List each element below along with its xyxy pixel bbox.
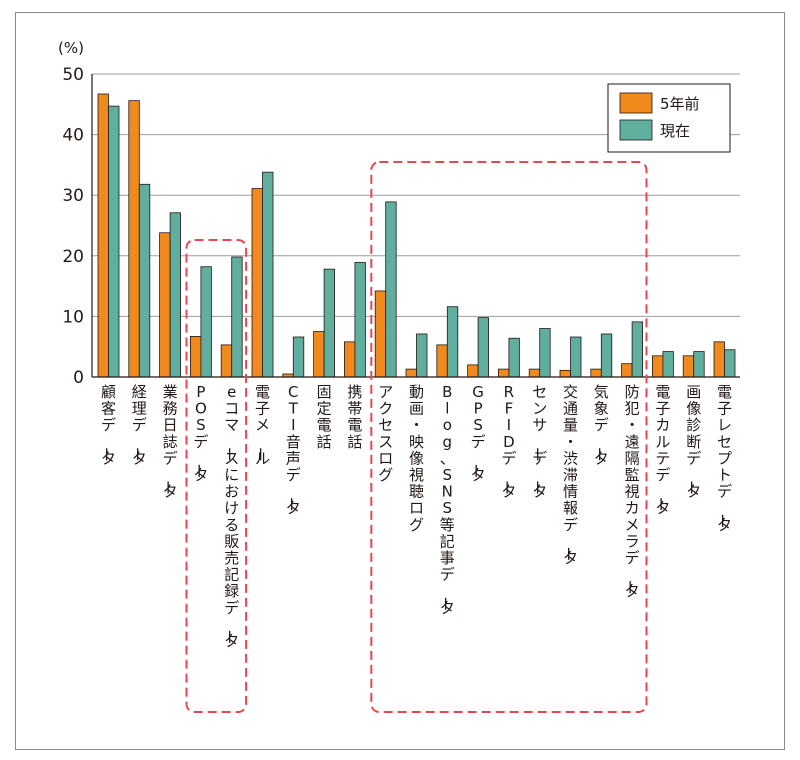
bar-previous-17 (621, 363, 633, 378)
bar-current-13 (508, 337, 520, 378)
bar-previous-1 (128, 100, 140, 378)
bar-previous-10 (405, 368, 417, 378)
category-label: 電子レセプトデータ (713, 383, 732, 534)
bar-current-14 (539, 328, 551, 378)
bar-current-18 (662, 351, 674, 378)
highlight-boxes (185, 161, 648, 713)
legend: 5年前 現在 (607, 83, 731, 153)
y-tick-label: 50 (62, 65, 84, 85)
category-label: 携帯電話 (347, 383, 362, 451)
category-label: 動画・映像視聴ログ (409, 383, 424, 534)
y-axis-unit: (%) (58, 39, 84, 57)
bar-previous-13 (497, 368, 510, 378)
bar-current-8 (354, 262, 366, 378)
highlight-box-1 (185, 239, 248, 713)
bar-previous-19 (682, 355, 695, 378)
y-tick-label: 20 (62, 247, 84, 267)
bar-current-15 (570, 336, 582, 378)
bar-previous-4 (220, 344, 233, 378)
bar-current-5 (262, 171, 274, 378)
bar-current-6 (292, 336, 305, 378)
category-label: 固定電話 (317, 383, 332, 451)
y-tick-label: 40 (62, 126, 84, 146)
highlight-box-2 (370, 161, 648, 713)
category-label: 防犯・遠隔監視カメラデータ (621, 383, 640, 600)
bar-current-2 (169, 212, 182, 378)
bar-current-10 (416, 333, 428, 378)
category-label: センサーデータ (528, 383, 547, 501)
bar-previous-11 (436, 344, 448, 378)
bar-current-9 (385, 201, 397, 378)
bar-previous-9 (374, 290, 387, 378)
y-tick-label: 10 (62, 307, 84, 327)
bar-previous-2 (159, 232, 171, 378)
bar-current-4 (231, 256, 243, 378)
category-label: 電子メール (251, 383, 270, 467)
category-label: 電子カルテデータ (651, 383, 670, 517)
category-label: 経理データ (128, 383, 147, 467)
bar-current-17 (631, 321, 643, 378)
bar-previous-18 (652, 355, 664, 378)
legend-swatch-genzai (619, 119, 653, 141)
legend-swatch-5nenmae (619, 92, 653, 114)
bar-previous-16 (590, 368, 602, 378)
y-tick-label: 0 (73, 368, 84, 388)
bar-previous-14 (528, 368, 541, 378)
category-label: 気象データ (590, 383, 609, 467)
bar-previous-15 (559, 369, 571, 378)
category-label: e コマースにおける販売記録データ (220, 383, 239, 650)
y-axis-ticks: 0 10 20 30 40 50 (62, 65, 84, 388)
bar-previous-3 (189, 335, 202, 378)
bar-current-7 (323, 268, 336, 378)
category-label: G P S データ (467, 383, 486, 484)
bar-current-3 (200, 266, 212, 378)
bar-previous-7 (313, 331, 325, 378)
category-label: C T I 音声データ (282, 383, 301, 517)
bar-current-19 (693, 351, 705, 378)
category-label: 画像診断データ (682, 383, 701, 501)
legend-label-genzai: 現在 (660, 122, 690, 140)
bar-current-20 (724, 349, 736, 378)
bar-current-12 (477, 317, 490, 378)
category-label: 交通量・渋滞情報データ (559, 383, 578, 567)
category-label: アクセスログ (378, 383, 393, 484)
bar-previous-5 (251, 188, 263, 378)
bar-current-1 (138, 183, 151, 378)
category-label: P O S データ (189, 383, 208, 484)
legend-label-5nenmae: 5年前 (660, 95, 700, 113)
category-label: R F I D データ (497, 383, 516, 501)
bar-current-16 (600, 333, 613, 378)
category-label: 業務日誌データ (159, 383, 178, 501)
bar-previous-8 (343, 341, 356, 378)
y-tick-label: 30 (62, 186, 84, 206)
bar-previous-0 (97, 93, 109, 378)
bar-previous-20 (713, 341, 725, 378)
bar-current-0 (108, 105, 120, 378)
gridlines (92, 73, 740, 317)
bar-current-11 (446, 306, 459, 378)
category-label: 顧客データ (97, 383, 116, 467)
bar-previous-12 (467, 364, 479, 378)
